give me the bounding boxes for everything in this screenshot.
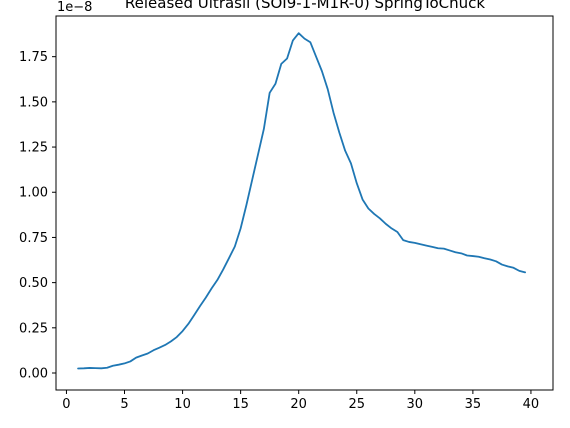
plot-area: 0 5 10 15 20 25 30 35 40 0.00 0.25 0.50 0.75 1.00 1.2…: [19, 15, 554, 412]
x-tick-label: 15: [232, 397, 249, 412]
x-tick-label: 5: [120, 397, 128, 412]
x-tick-label: 20: [290, 397, 307, 412]
x-tick-label: 30: [407, 397, 424, 412]
series-line: [77, 32, 527, 370]
y-offset-label: 1e−8: [57, 0, 92, 15]
y-axis: 0.00 0.25 0.50 0.75 1.00 1.25 1.50 1.75: [19, 50, 56, 382]
y-tick-label: 1.25: [19, 141, 48, 156]
y-tick-label: 1.00: [19, 186, 48, 201]
y-tick-label: 1.75: [19, 50, 48, 65]
x-tick-label: 25: [348, 397, 365, 412]
chart-title: Released Ultrasil (SOI9-1-M1R-0) SpringT…: [125, 0, 486, 12]
y-tick-label: 1.50: [19, 95, 48, 110]
x-tick-label: 40: [523, 397, 540, 412]
x-tick-label: 35: [465, 397, 482, 412]
x-tick-label: 10: [174, 397, 191, 412]
axes-frame: [55, 15, 554, 391]
y-tick-label: 0.50: [19, 276, 48, 291]
y-tick-label: 0.75: [19, 231, 48, 246]
y-tick-label: 0.25: [19, 321, 48, 336]
x-tick-label: 0: [62, 397, 70, 412]
y-tick-label: 0.00: [19, 367, 48, 382]
x-axis: 0 5 10 15 20 25 30 35 40: [62, 390, 539, 412]
